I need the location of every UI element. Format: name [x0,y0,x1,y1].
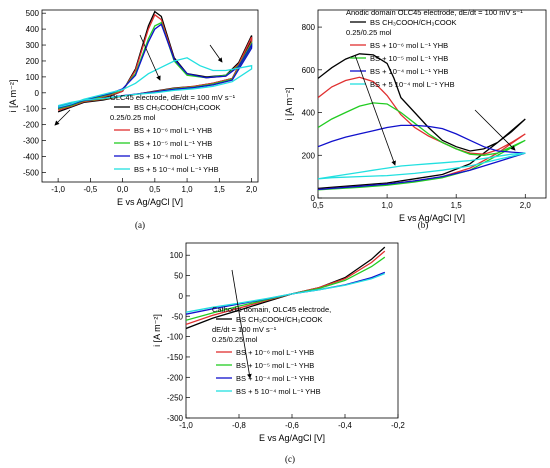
y-tick-label: -200 [23,121,40,130]
chart-panel-b: 0,5 1,0 1,5 2,0 0 200 400 600 800 E vs Ag/AgCl [V… [284,8,547,230]
x-tick-label: 1,0 [382,201,394,210]
y-axis-label: i [A m⁻²] [152,314,162,347]
y-tick-label: 100 [26,73,40,82]
panel-label: (a) [135,220,145,230]
y-tick-label: -100 [167,333,184,342]
legend-entry: BS + 10⁻⁵ mol L⁻¹ YHB [236,361,314,370]
y-tick-label: 800 [302,23,316,32]
legend-entry: BS + 10⁻⁶ mol L⁻¹ YHB [236,348,314,357]
legend-entry: BS CH₃COOH/CH₃COOK [236,315,323,324]
panel-label: (b) [418,220,429,230]
y-tick-label: -150 [167,353,184,362]
x-axis-label: E vs Ag/AgCl [V] [399,213,465,223]
y-axis-label: i [A m⁻²] [284,88,294,121]
y-tick-label: -300 [167,414,184,423]
y-tick-label: 400 [302,109,316,118]
y-tick-label: -400 [23,153,40,162]
legend-entry: BS + 5 10⁻⁴ mol L⁻¹ YHB [134,165,219,174]
y-tick-label: 400 [26,25,40,34]
legend-entry: BS + 10⁻⁵ mol L⁻¹ YHB [370,54,448,63]
y-tick-label: -50 [171,312,183,321]
y-tick-label: 0 [311,194,316,203]
legend-entry: BS + 10⁻⁴ mol L⁻¹ YHB [370,67,448,76]
x-tick-label: -0,6 [285,421,299,430]
y-tick-label: -300 [23,137,40,146]
x-tick-label: 1,5 [214,185,226,194]
plot-frame [41,9,259,183]
y-tick-label: 0 [179,292,184,301]
x-tick-label: -0,5 [83,185,97,194]
chart-panel-c: -1,0 -0,8 -0,6 -0,4 -0,2 -300 -250 -200 -150 -100… [152,242,405,464]
legend-entry: BS + 10⁻⁴ mol L⁻¹ YHB [236,374,314,383]
x-tick-label: -1,0 [179,421,193,430]
chart-panel-a: -1,0 -0,5 0,0 0,5 1,0 1,5 2,0 -500 -400 -300 -200 -… [8,9,259,230]
series-line-5 [57,57,253,108]
legend: Cathodic domain, OLC45 electrode,BS CH₃C… [212,305,331,396]
trend-arrow [139,34,161,81]
x-tick-label: -0,2 [391,421,405,430]
x-tick-label: -0,8 [232,421,246,430]
x-tick-label: 1,5 [451,201,463,210]
y-tick-label: 0 [35,89,40,98]
series-line-5 [318,152,526,180]
y-tick-label: 50 [174,272,183,281]
y-tick-label: -100 [23,105,40,114]
x-axis-label: E vs Ag/AgCl [V] [117,197,183,207]
x-tick-label: 2,0 [520,201,532,210]
legend-entry: BS + 5 10⁻⁴ mol L⁻¹ YHB [236,387,321,396]
legend-title: 0.25/0.25 mol [110,113,156,122]
legend-title: Cathodic domain, OLC45 electrode, [212,305,331,314]
x-tick-label: 2,0 [246,185,258,194]
series-line-5 [186,272,386,313]
x-tick-label: -1,0 [51,185,65,194]
trend-arrow [354,54,396,166]
y-tick-label: -500 [23,168,40,177]
y-tick-label: 600 [302,66,316,75]
legend-entry: BS + 10⁻⁶ mol L⁻¹ YHB [370,41,448,50]
legend-title: dE/dt = 100 mV s⁻¹ [212,325,277,334]
x-tick-label: 0,0 [117,185,129,194]
y-tick-label: 100 [170,251,184,260]
y-tick-label: -250 [167,394,184,403]
legend-entry: BS CH₃COOH/CH₃COOK [370,18,457,27]
legend-entry: BS CH₃COOH/CH₃COOK [134,103,221,112]
series-line-1 [318,53,526,190]
trend-arrow [231,269,252,379]
y-axis-label: i [A m⁻²] [8,80,18,113]
x-tick-label: 0,5 [149,185,161,194]
trend-arrow [209,44,223,63]
x-axis-label: E vs Ag/AgCl [V] [259,433,325,443]
trend-arrow [54,109,71,126]
legend-title: OLC45 electrode, dE/dt = 100 mV s⁻¹ [110,93,236,102]
series-line-4 [318,124,526,191]
x-tick-label: 0,5 [312,201,324,210]
y-tick-label: 200 [26,57,40,66]
x-tick-label: -0,4 [338,421,352,430]
legend-entry: BS + 10⁻⁵ mol L⁻¹ YHB [134,139,212,148]
panel-label: (c) [285,454,295,464]
legend-entry: BS + 10⁻⁴ mol L⁻¹ YHB [134,152,212,161]
legend-title: 0.25/0.25 mol [212,335,258,344]
plot-frame [317,9,547,199]
y-tick-label: -200 [167,373,184,382]
y-tick-label: 300 [26,41,40,50]
legend-entry: BS + 5 10⁻⁴ mol L⁻¹ YHB [370,80,455,89]
legend-title: 0.25/0.25 mol [346,28,392,37]
series-line-3 [318,102,526,191]
legend-entry: BS + 10⁻⁶ mol L⁻¹ YHB [134,126,212,135]
legend: OLC45 electrode, dE/dt = 100 mV s⁻¹BS CH… [110,93,236,174]
x-tick-label: 1,0 [182,185,194,194]
y-tick-label: 200 [302,151,316,160]
legend-title: Anodic domain OLC45 electrode, dE/dt = 1… [346,8,523,17]
y-tick-label: 500 [26,9,40,18]
trend-arrow [474,109,516,151]
legend: Anodic domain OLC45 electrode, dE/dt = 1… [346,8,523,89]
